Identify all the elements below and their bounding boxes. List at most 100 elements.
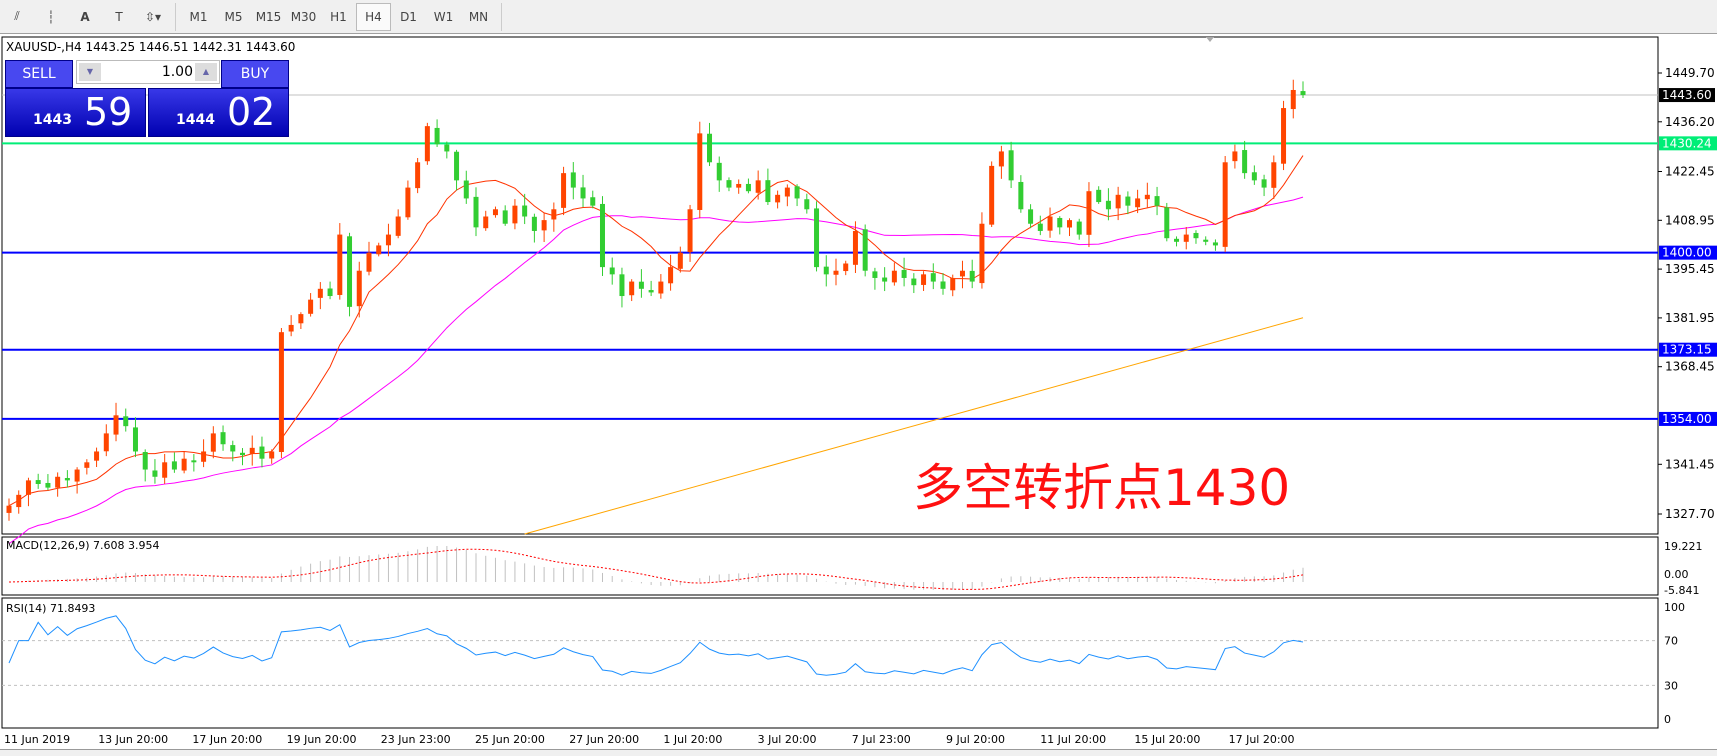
candle-body: [1115, 194, 1121, 209]
chart-title: XAUUSD-,H4 1443.25 1446.51 1442.31 1443.…: [6, 40, 296, 54]
candle: [405, 180, 411, 220]
candle-body: [463, 180, 469, 199]
candle: [697, 121, 703, 219]
timeframe-w1-button[interactable]: W1: [433, 9, 454, 24]
candle-body: [278, 332, 284, 452]
candle: [269, 449, 275, 464]
toolbar-separator: [175, 2, 176, 31]
candle-body: [385, 234, 391, 246]
macd-pane-frame: [1, 536, 1659, 596]
candle: [823, 255, 829, 287]
timeframe-mn-button[interactable]: MN: [468, 9, 489, 24]
candle: [337, 223, 343, 300]
price-tick-label: 1408.95: [1665, 213, 1715, 227]
candle: [35, 473, 41, 489]
candle: [74, 467, 80, 494]
level-price-badge: [1659, 136, 1717, 151]
buy-price-button[interactable]: 1444 02: [148, 88, 289, 137]
timeframe-m15-button[interactable]: M15: [255, 9, 282, 24]
lot-increase-icon[interactable]: ▲: [195, 63, 217, 81]
candle-body: [1251, 172, 1257, 181]
candle: [1222, 156, 1228, 253]
candle-body: [1125, 196, 1131, 206]
time-tick-label: 9 Jul 20:00: [946, 733, 1005, 746]
time-tick-label: 1 Jul 20:00: [663, 733, 722, 746]
candle: [891, 262, 897, 286]
price-tick-label: 1341.45: [1665, 457, 1715, 471]
candle: [113, 402, 119, 442]
candle-body: [327, 288, 333, 297]
candle: [580, 174, 586, 208]
candle: [882, 267, 888, 292]
timeframe-h4-button[interactable]: H4: [356, 2, 391, 31]
candle-body: [249, 447, 255, 454]
timeframe-h1-button[interactable]: H1: [330, 9, 347, 24]
candle-body: [599, 203, 605, 268]
candle-body: [55, 476, 61, 488]
sell-price-minor: 59: [84, 90, 133, 134]
candle-body: [502, 210, 508, 224]
rsi-tick-label: 30: [1664, 679, 1678, 692]
candle: [609, 257, 615, 285]
candle: [502, 205, 508, 226]
text-icon[interactable]: A: [80, 9, 90, 24]
candle-body: [950, 277, 956, 291]
candle: [921, 271, 927, 291]
time-tick-label: 11 Jul 20:00: [1040, 733, 1106, 746]
time-tick-label: 11 Jun 2019: [4, 733, 70, 746]
fibo-fan-icon[interactable]: ┆: [47, 9, 55, 24]
candle: [230, 440, 236, 462]
buy-price-major: 1444: [176, 112, 215, 128]
timeframe-m1-button[interactable]: M1: [189, 9, 208, 24]
arrows-icon[interactable]: ⇳▾: [144, 9, 162, 24]
buy-button[interactable]: BUY: [221, 60, 289, 88]
candle-body: [1232, 151, 1238, 162]
candle-body: [707, 133, 713, 163]
time-tick-label: 15 Jul 20:00: [1134, 733, 1200, 746]
candle-body: [590, 197, 596, 206]
candle-body: [969, 270, 975, 282]
time-tick-label: 17 Jun 20:00: [192, 733, 262, 746]
candle-body: [84, 462, 90, 468]
candle-body: [269, 451, 275, 459]
timeframe-m30-button[interactable]: M30: [290, 9, 317, 24]
candle: [1047, 207, 1053, 238]
timeframe-m5-button[interactable]: M5: [224, 9, 243, 24]
lot-size-field[interactable]: ▼ 1.00 ▲: [76, 60, 220, 84]
sell-button[interactable]: SELL: [5, 60, 73, 88]
candle-body: [366, 252, 372, 272]
candle: [638, 269, 644, 298]
text-label-icon[interactable]: T: [115, 9, 123, 24]
candle-body: [629, 281, 635, 296]
candle-body: [979, 223, 985, 284]
lot-decrease-icon[interactable]: ▼: [79, 63, 101, 81]
candle: [454, 149, 460, 191]
price-chart[interactable]: 1449.70 1436.20 1422.45 1408.95 1395.45 1381.…: [0, 34, 1717, 749]
candle: [522, 193, 528, 225]
candle-body: [1154, 196, 1160, 206]
candle: [979, 212, 985, 289]
candle: [1242, 140, 1248, 179]
candle: [911, 273, 917, 294]
fibo-expansion-icon[interactable]: ⫽: [14, 9, 20, 23]
candle-body: [668, 267, 674, 284]
price-tick-label: 1436.20: [1665, 115, 1715, 129]
candle: [901, 257, 907, 287]
candle: [1057, 216, 1063, 235]
candle-body: [171, 461, 177, 470]
lot-size-value[interactable]: 1.00: [161, 64, 193, 80]
candle-body: [434, 127, 440, 145]
sell-price-button[interactable]: 1443 59: [5, 88, 146, 137]
candle: [619, 267, 625, 308]
candle: [317, 282, 323, 310]
candle: [385, 223, 391, 257]
candle: [852, 221, 858, 274]
candle: [298, 312, 304, 330]
candle: [872, 267, 878, 290]
timeframe-d1-button[interactable]: D1: [400, 9, 417, 24]
candle: [668, 254, 674, 291]
candle-body: [6, 505, 12, 513]
candle-body: [1144, 194, 1150, 200]
chart-tabs-bar[interactable]: [0, 749, 1717, 756]
candle-body: [210, 433, 216, 452]
